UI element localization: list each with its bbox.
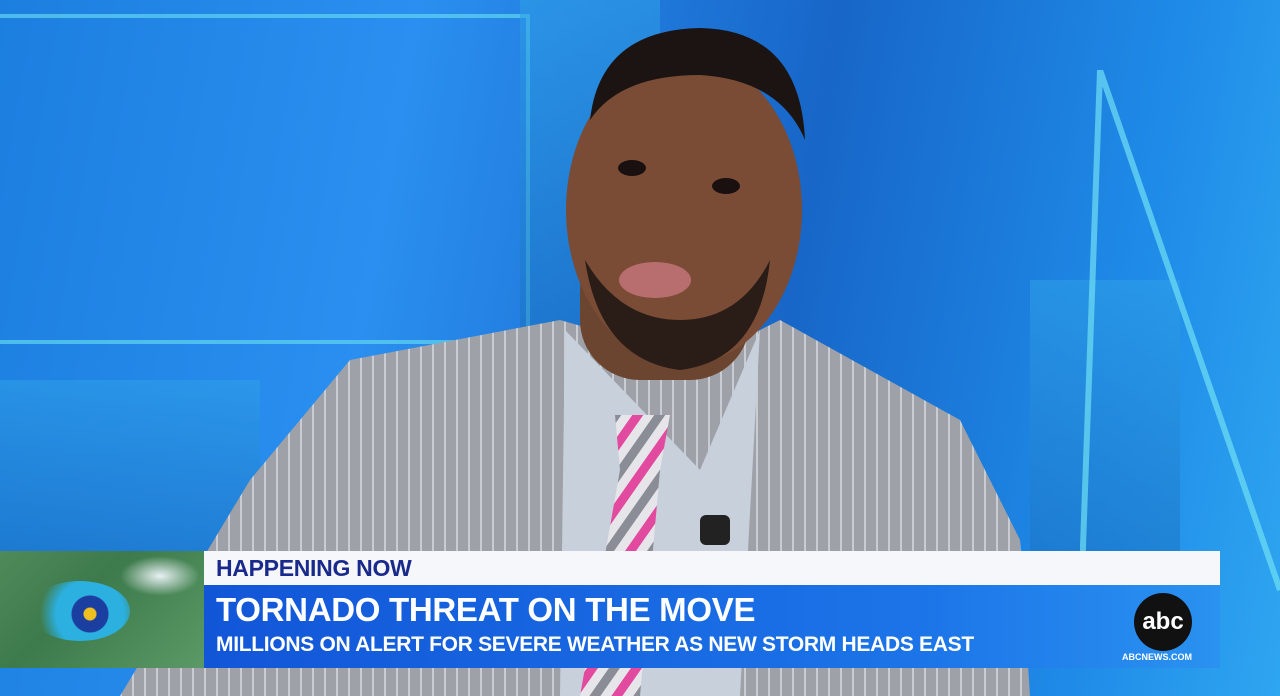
- website-text: ABCNEWS.COM: [1122, 652, 1192, 662]
- weather-map-thumbnail: [0, 551, 204, 668]
- headline-text: TORNADO THREAT ON THE MOVE: [216, 591, 756, 628]
- subheadline-text: MILLIONS ON ALERT FOR SEVERE WEATHER AS …: [216, 633, 974, 656]
- beard: [585, 260, 770, 370]
- backdrop-building: [1030, 280, 1180, 580]
- backdrop-building: [0, 380, 260, 560]
- mouth: [619, 262, 691, 298]
- hair: [590, 28, 805, 140]
- lower-third-banner: HAPPENING NOW TORNADO THREAT ON THE MOVE…: [0, 551, 1220, 668]
- logo-text: abc: [1142, 608, 1184, 635]
- backdrop-spire: [1080, 70, 1280, 630]
- lapel-microphone: [700, 515, 730, 545]
- abc-logo: abc: [1134, 593, 1192, 651]
- headline-bar: TORNADO THREAT ON THE MOVE MILLIONS ON A…: [204, 585, 1220, 668]
- kicker-bar: HAPPENING NOW: [204, 551, 1220, 585]
- kicker-text: HAPPENING NOW: [216, 554, 412, 581]
